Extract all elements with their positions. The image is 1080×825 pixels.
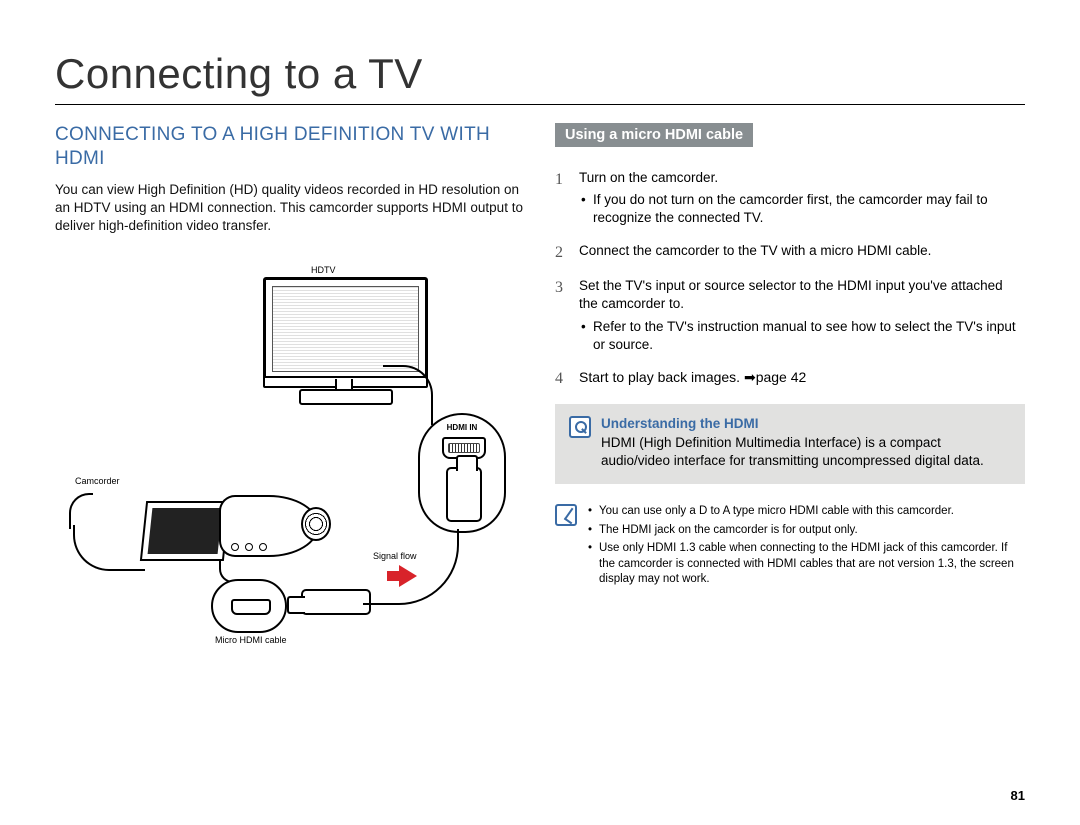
info-title: Understanding the HDMI (601, 416, 1011, 431)
note-item: You can use only a D to A type micro HDM… (587, 504, 1025, 520)
note-list: You can use only a D to A type micro HDM… (587, 504, 1025, 591)
step-text: Set the TV's input or source selector to… (579, 278, 1003, 311)
camcorder-strap (73, 525, 145, 571)
micro-hdmi-cable-label: Micro HDMI cable (215, 635, 287, 645)
hdmi-port-callout: HDMI IN (418, 413, 506, 533)
micro-hdmi-plug-icon (301, 589, 371, 615)
step-2: 2 Connect the camcorder to the TV with a… (555, 242, 1025, 264)
sub-heading: Using a micro HDMI cable (555, 123, 753, 147)
note-item: Use only HDMI 1.3 cable when connecting … (587, 541, 1025, 588)
micro-hdmi-callout (211, 579, 287, 633)
magnifier-icon (569, 416, 591, 438)
step-number: 2 (555, 242, 579, 264)
hdtv-label: HDTV (311, 265, 336, 275)
hdmi-plug-icon (446, 467, 482, 522)
note-item: The HDMI jack on the camcorder is for ou… (587, 523, 1025, 539)
info-body: HDMI (High Definition Multimedia Interfa… (601, 434, 1011, 470)
content-columns: CONNECTING TO A HIGH DEFINITION TV WITH … (55, 123, 1025, 633)
right-column: Using a micro HDMI cable 1 Turn on the c… (555, 123, 1025, 633)
step-number: 4 (555, 368, 579, 390)
tv-base (299, 389, 393, 405)
camcorder-screen (140, 501, 230, 561)
info-box: Understanding the HDMI HDMI (High Defini… (555, 404, 1025, 484)
step-bullet: If you do not turn on the camcorder firs… (579, 191, 1025, 227)
hdmi-in-label: HDMI IN (420, 423, 504, 432)
connection-diagram: HDTV HDMI IN Camcorder (63, 263, 503, 633)
title-divider (55, 104, 1025, 105)
step-number: 1 (555, 169, 579, 228)
step-text: Start to play back images. ➡page 42 (579, 369, 806, 385)
page-title: Connecting to a TV (55, 50, 1025, 98)
intro-paragraph: You can view High Definition (HD) qualit… (55, 181, 525, 236)
note-icon (555, 504, 577, 526)
step-text: Connect the camcorder to the TV with a m… (579, 243, 931, 258)
left-column: CONNECTING TO A HIGH DEFINITION TV WITH … (55, 123, 525, 633)
step-4: 4 Start to play back images. ➡page 42 (555, 368, 1025, 390)
step-3: 3 Set the TV's input or source selector … (555, 277, 1025, 354)
step-number: 3 (555, 277, 579, 354)
page-number: 81 (1011, 788, 1025, 803)
section-heading: CONNECTING TO A HIGH DEFINITION TV WITH … (55, 123, 525, 171)
camcorder-buttons (231, 543, 267, 551)
step-text: Turn on the camcorder. (579, 170, 718, 185)
instruction-steps: 1 Turn on the camcorder. If you do not t… (555, 169, 1025, 390)
camcorder-lens (301, 507, 331, 541)
step-bullet: Refer to the TV's instruction manual to … (579, 318, 1025, 354)
camcorder-strap2 (69, 493, 93, 529)
step-1: 1 Turn on the camcorder. If you do not t… (555, 169, 1025, 228)
signal-flow-label: Signal flow (373, 551, 417, 561)
signal-arrow-icon (399, 565, 417, 587)
note-block: You can use only a D to A type micro HDM… (555, 504, 1025, 591)
camcorder-label: Camcorder (75, 476, 120, 486)
micro-hdmi-port-icon (231, 599, 271, 615)
manual-page: Connecting to a TV CONNECTING TO A HIGH … (0, 0, 1080, 825)
